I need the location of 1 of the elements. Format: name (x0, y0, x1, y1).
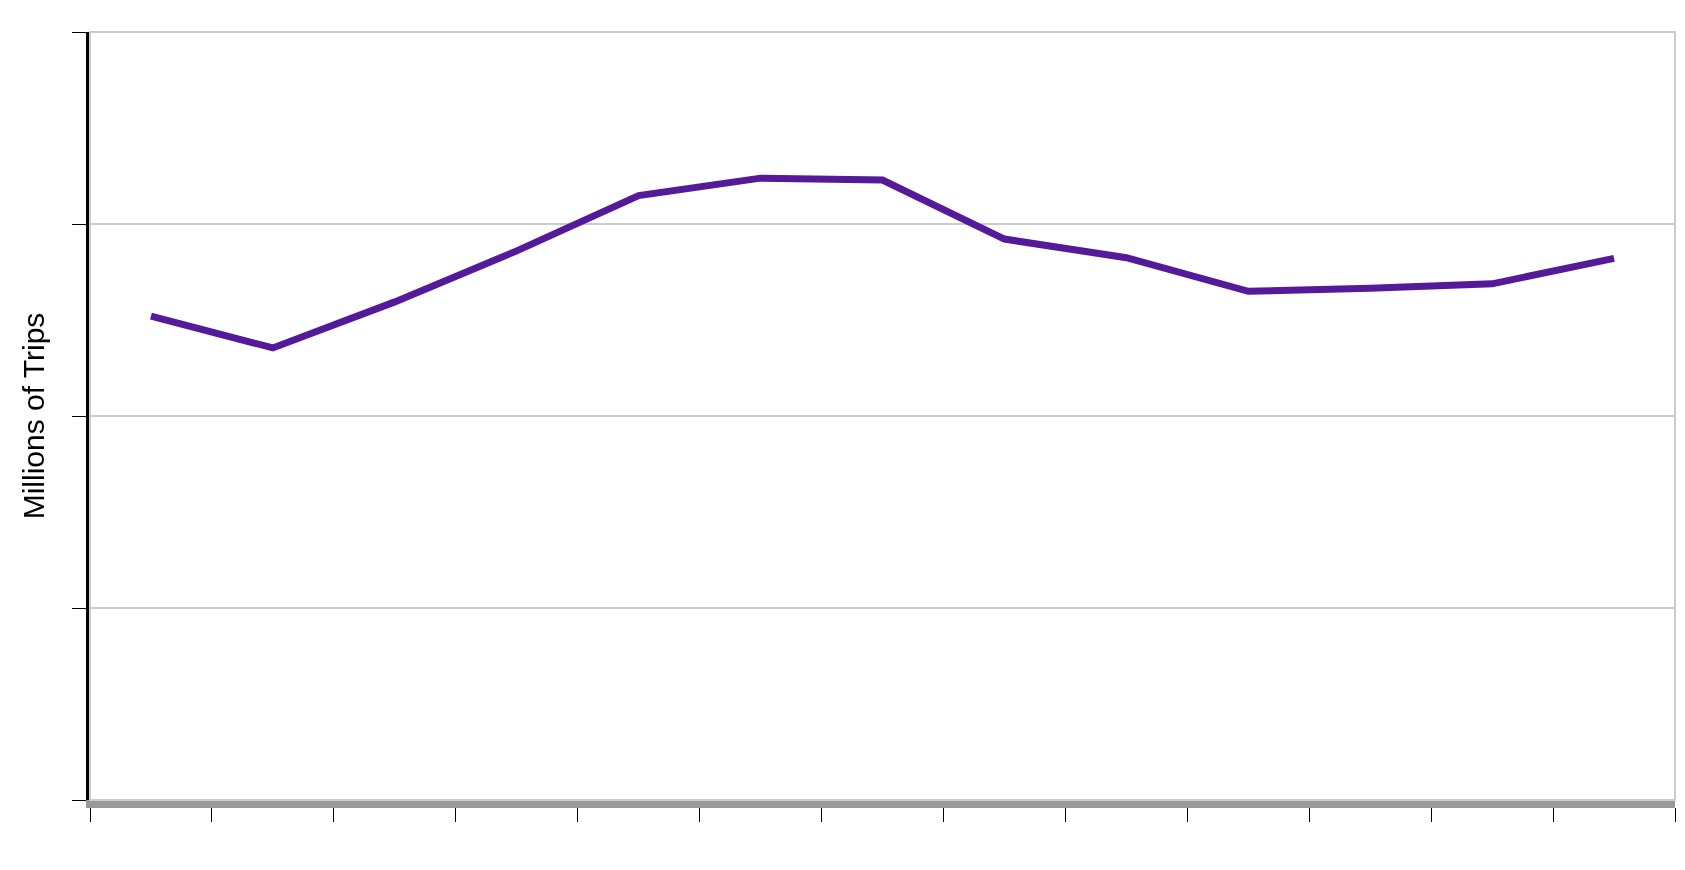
y-axis-title: Millions of Trips (16, 312, 50, 520)
